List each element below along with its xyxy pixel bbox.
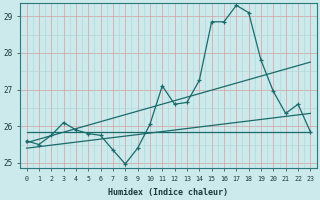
X-axis label: Humidex (Indice chaleur): Humidex (Indice chaleur) <box>108 188 228 197</box>
